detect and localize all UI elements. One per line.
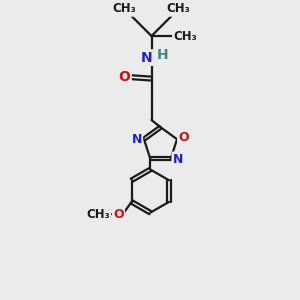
Text: N: N [173, 153, 183, 166]
Text: N: N [132, 133, 142, 146]
Text: CH₃: CH₃ [167, 2, 191, 16]
Text: O: O [178, 131, 189, 144]
Text: CH₃: CH₃ [86, 208, 110, 221]
Text: N: N [141, 51, 152, 64]
Text: O: O [113, 208, 124, 221]
Text: O: O [118, 70, 130, 84]
Text: CH₃: CH₃ [173, 29, 197, 43]
Text: H: H [157, 48, 169, 62]
Text: CH₃: CH₃ [112, 2, 136, 16]
